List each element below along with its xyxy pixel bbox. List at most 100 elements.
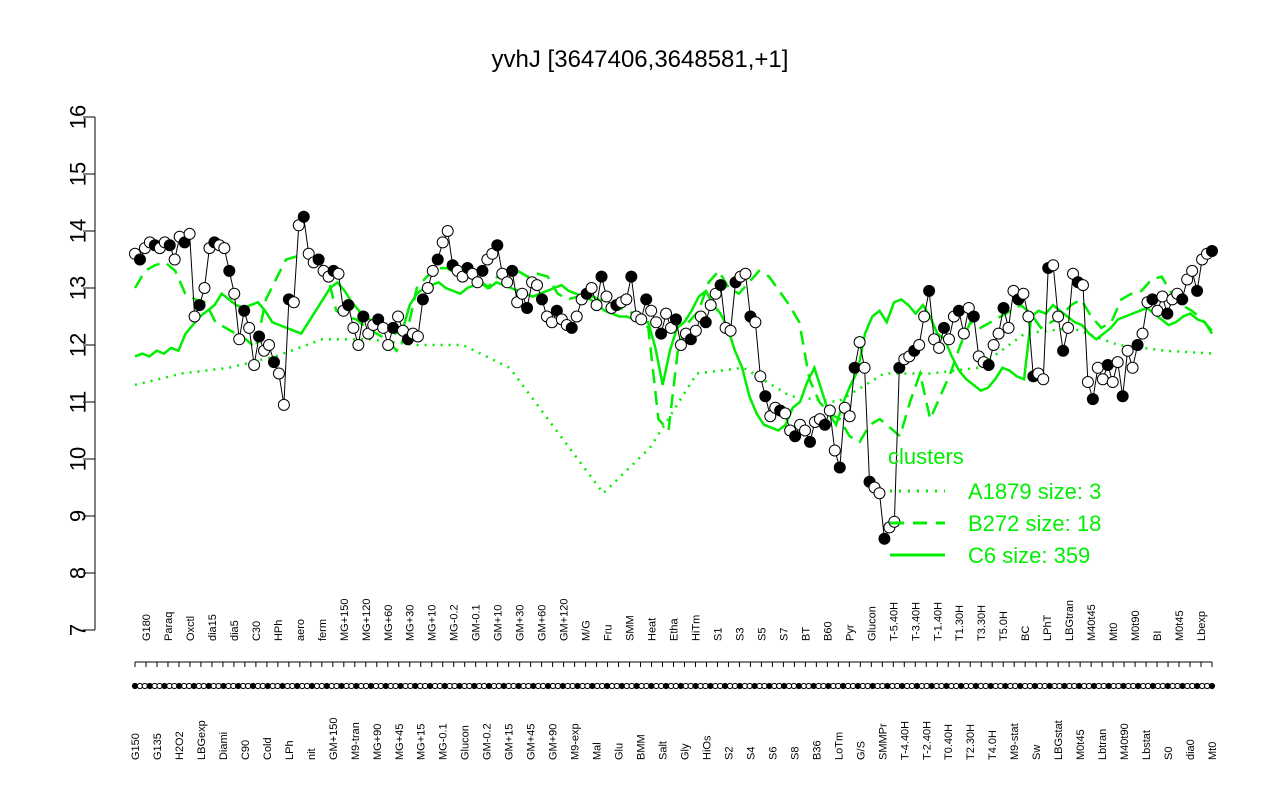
data-point bbox=[411, 330, 424, 343]
data-point bbox=[997, 301, 1010, 314]
data-point bbox=[803, 435, 816, 448]
x-tick-label: T4.0H bbox=[987, 730, 999, 760]
data-point bbox=[228, 287, 241, 300]
data-point bbox=[933, 341, 946, 354]
legend-label: A1879 size: 3 bbox=[968, 479, 1101, 504]
x-tick-label: M9-exp bbox=[570, 723, 582, 760]
data-point bbox=[471, 276, 484, 289]
x-tick-label: M0t45 bbox=[1075, 729, 1087, 760]
x-tick-label: S5 bbox=[756, 628, 768, 641]
x-tick-label: HiTm bbox=[690, 615, 702, 641]
x-tick-label: MG+150 bbox=[339, 599, 351, 642]
data-point bbox=[818, 418, 831, 431]
data-point bbox=[1156, 290, 1169, 303]
data-point bbox=[967, 310, 980, 323]
x-tick-label: M0t90 bbox=[1130, 610, 1142, 641]
x-tick-label: T2.30H bbox=[965, 724, 977, 760]
x-tick-label: M/G bbox=[581, 620, 593, 641]
x-tick-label: C30 bbox=[251, 621, 263, 641]
data-point bbox=[332, 267, 345, 280]
x-tick-label: S2 bbox=[723, 747, 735, 760]
legend-label: C6 size: 359 bbox=[968, 543, 1090, 568]
data-point bbox=[625, 270, 638, 283]
data-point bbox=[297, 210, 310, 223]
x-tick-label: MG+60 bbox=[383, 605, 395, 641]
data-point bbox=[133, 253, 146, 266]
data-point bbox=[392, 310, 405, 323]
x-tick-label: G/S bbox=[855, 741, 867, 760]
data-points bbox=[129, 210, 1218, 545]
data-point bbox=[1116, 390, 1129, 403]
data-point bbox=[421, 282, 434, 294]
x-tick-label: MG+45 bbox=[394, 724, 406, 760]
x-tick-label: S1 bbox=[712, 628, 724, 641]
x-tick-label: T3.30H bbox=[976, 605, 988, 641]
x-tick-label: GM+10 bbox=[493, 605, 505, 641]
x-rug bbox=[131, 682, 1216, 690]
y-tick-label: 15 bbox=[66, 162, 91, 186]
data-point bbox=[1086, 393, 1099, 406]
data-point bbox=[799, 424, 812, 437]
data-point bbox=[828, 444, 841, 457]
x-tick-label: dia0 bbox=[1185, 739, 1197, 760]
x-tick-label: LBGtran bbox=[1064, 600, 1076, 641]
data-point bbox=[1131, 339, 1144, 351]
x-tick-label: S7 bbox=[778, 628, 790, 641]
data-point bbox=[168, 253, 181, 266]
x-tick-label: BC bbox=[1020, 626, 1032, 641]
data-point bbox=[1161, 307, 1174, 320]
y-tick-label: 9 bbox=[66, 510, 91, 522]
y-tick-label: 12 bbox=[66, 333, 91, 357]
cluster-line-a1879 bbox=[134, 326, 1213, 496]
data-point bbox=[878, 532, 891, 545]
data-point bbox=[263, 339, 276, 351]
data-point bbox=[823, 404, 836, 417]
x-tick-label: dia15 bbox=[207, 614, 219, 641]
x-tick-label: Glu bbox=[614, 743, 626, 760]
data-point bbox=[923, 284, 936, 297]
data-point bbox=[1052, 310, 1065, 323]
data-point bbox=[531, 279, 544, 292]
data-point bbox=[1126, 361, 1139, 374]
data-point bbox=[238, 304, 251, 317]
data-point bbox=[248, 358, 261, 371]
data-point bbox=[1057, 344, 1070, 357]
x-tick-label: B60 bbox=[822, 621, 834, 641]
x-tick-label: Glucon bbox=[866, 606, 878, 641]
data-point bbox=[287, 296, 300, 309]
data-point bbox=[942, 333, 955, 346]
data-point bbox=[545, 316, 558, 329]
y-tick-label: 10 bbox=[66, 447, 91, 471]
x-tick-label: LBGstat bbox=[1053, 720, 1065, 760]
data-point bbox=[312, 253, 325, 266]
data-point bbox=[377, 321, 390, 334]
data-point bbox=[640, 293, 653, 306]
x-tick-label: T0.40H bbox=[943, 724, 955, 760]
data-point bbox=[357, 310, 370, 323]
data-point bbox=[1076, 279, 1089, 292]
data-point bbox=[739, 267, 752, 280]
data-point bbox=[570, 310, 583, 323]
x-tick-label: C90 bbox=[240, 740, 252, 760]
data-point bbox=[789, 430, 802, 443]
data-point bbox=[600, 290, 613, 303]
data-point bbox=[501, 276, 514, 289]
data-point bbox=[937, 321, 950, 334]
data-point bbox=[193, 299, 206, 312]
x-tick-label: G150 bbox=[130, 733, 142, 760]
data-point bbox=[699, 316, 712, 329]
data-point bbox=[987, 339, 1000, 351]
x-tick-label: G135 bbox=[152, 733, 164, 760]
data-point bbox=[585, 282, 598, 294]
x-tick-label: MG-0.1 bbox=[438, 723, 450, 760]
data-point bbox=[506, 264, 519, 277]
data-point bbox=[714, 279, 727, 292]
x-tick-label: GM+120 bbox=[559, 599, 571, 642]
x-tick-label: T-5.40H bbox=[888, 602, 900, 641]
x-tick-label: HiOs bbox=[701, 735, 713, 760]
x-tick-label: GM+45 bbox=[526, 724, 538, 760]
data-point bbox=[660, 307, 673, 320]
data-point bbox=[198, 282, 211, 294]
data-point bbox=[1191, 284, 1204, 297]
x-tick-label: BI bbox=[1152, 631, 1164, 641]
